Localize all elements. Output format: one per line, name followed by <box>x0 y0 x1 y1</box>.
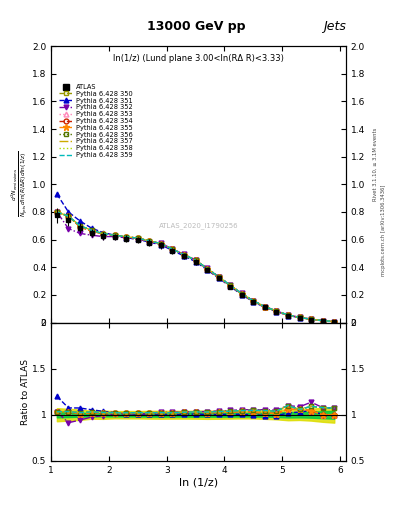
Text: mcplots.cern.ch [arXiv:1306.3436]: mcplots.cern.ch [arXiv:1306.3436] <box>381 185 386 276</box>
Legend: ATLAS, Pythia 6.428 350, Pythia 6.428 351, Pythia 6.428 352, Pythia 6.428 353, P: ATLAS, Pythia 6.428 350, Pythia 6.428 35… <box>56 81 136 161</box>
Y-axis label: Ratio to ATLAS: Ratio to ATLAS <box>22 359 31 424</box>
Text: 13000 GeV pp: 13000 GeV pp <box>147 20 246 33</box>
X-axis label: ln (1/z): ln (1/z) <box>179 477 218 487</box>
Text: ln(1/z) (Lund plane 3.00<ln(RΔ R)<3.33): ln(1/z) (Lund plane 3.00<ln(RΔ R)<3.33) <box>113 54 284 63</box>
Text: Jets: Jets <box>323 20 346 33</box>
Text: ATLAS_2020_I1790256: ATLAS_2020_I1790256 <box>159 222 238 229</box>
Text: Rivet 3.1.10, ≥ 3.1M events: Rivet 3.1.10, ≥ 3.1M events <box>373 127 378 201</box>
Y-axis label: $\frac{d^2 N_\mathrm{emissions}}{N_\mathrm{jets}\,d\ln(R/\Delta R)\,d\ln(1/z)}$: $\frac{d^2 N_\mathrm{emissions}}{N_\math… <box>10 151 31 218</box>
